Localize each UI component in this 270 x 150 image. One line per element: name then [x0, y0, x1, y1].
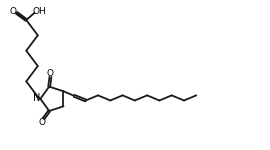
Text: O: O — [39, 118, 46, 127]
Text: O: O — [10, 7, 17, 16]
Text: O: O — [47, 69, 54, 78]
Text: OH: OH — [32, 7, 46, 16]
Text: N: N — [33, 93, 40, 103]
